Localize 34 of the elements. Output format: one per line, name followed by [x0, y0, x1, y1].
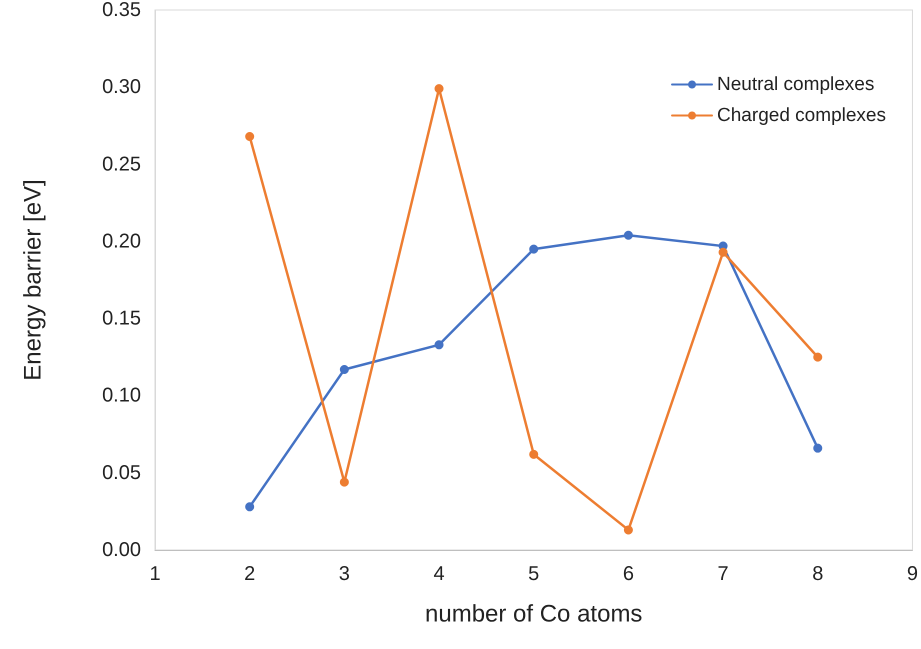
- y-tick-label: 0.20: [102, 230, 141, 252]
- point: [718, 248, 728, 257]
- x-axis-title: number of Co atoms: [425, 600, 642, 628]
- x-tick-label: 1: [149, 563, 161, 585]
- legend-label: Charged complexes: [717, 105, 886, 126]
- point: [529, 244, 538, 254]
- point: [813, 352, 822, 362]
- x-tick-label: 4: [433, 563, 445, 585]
- y-tick-label: 0.30: [102, 76, 141, 98]
- x-tick-label: 9: [906, 563, 918, 585]
- y-tick-label: 0.10: [102, 384, 141, 407]
- y-tick-label: 0.25: [102, 153, 141, 176]
- x-tick-label: 8: [812, 563, 824, 585]
- legend-label: Neutral complexes: [717, 74, 874, 95]
- x-tick-label: 3: [338, 563, 350, 585]
- x-tick-label: 5: [528, 563, 540, 585]
- point: [624, 525, 633, 534]
- y-tick-label: 0.05: [102, 462, 141, 484]
- point: [340, 364, 349, 374]
- point: [340, 478, 349, 487]
- point: [813, 444, 822, 453]
- point: [529, 450, 538, 459]
- y-tick-label: 0.00: [102, 539, 141, 561]
- x-tick-label: 7: [718, 563, 729, 585]
- point: [624, 230, 633, 240]
- y-tick-label: 0.15: [102, 308, 141, 330]
- x-tick-label: 6: [622, 563, 634, 585]
- y-tick-label: 0.35: [102, 0, 141, 21]
- point: [434, 340, 444, 350]
- point: [245, 502, 254, 512]
- point: [434, 84, 444, 94]
- x-tick-label: 2: [244, 563, 256, 585]
- y-axis-title: Energy barrier [eV]: [20, 179, 46, 381]
- point: [245, 132, 254, 142]
